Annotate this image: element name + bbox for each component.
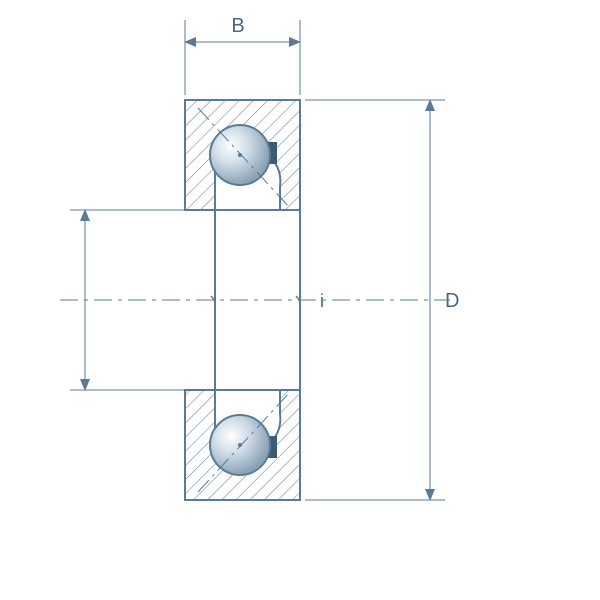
lower-race-section — [185, 390, 300, 500]
dimension-B: B — [185, 15, 300, 95]
label-i: i — [320, 291, 324, 311]
label-B: B — [231, 15, 244, 37]
bearing-cross-section-diagram: B D — [0, 0, 600, 600]
label-D: D — [445, 290, 459, 312]
upper-race-section — [185, 100, 300, 210]
